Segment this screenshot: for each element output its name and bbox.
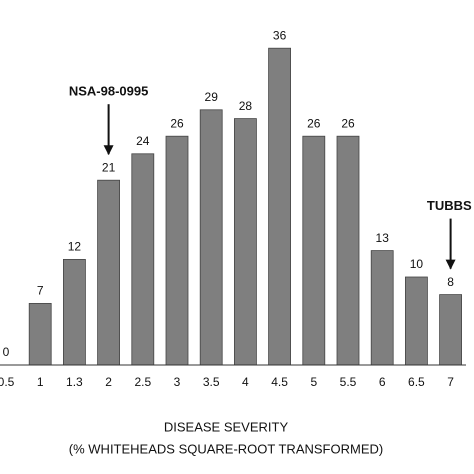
x-tick-label: 6: [379, 375, 386, 389]
bar: [370, 250, 394, 366]
bar: [302, 135, 326, 366]
value-label: 29: [205, 90, 219, 104]
value-label: 0: [3, 345, 10, 359]
x-axis-label: (% WHITEHEADS SQUARE-ROOT TRANSFORMED): [69, 441, 383, 456]
x-tick-label: 3: [174, 375, 181, 389]
annotation: TUBBS: [427, 198, 472, 213]
value-label: 7: [37, 284, 44, 298]
value-label: 26: [170, 116, 184, 130]
value-label: 24: [136, 134, 150, 148]
bar: [268, 47, 292, 366]
bar: [28, 302, 52, 366]
x-tick-label: 7: [447, 375, 454, 389]
x-tick-label: 0.5: [0, 375, 15, 389]
value-label: 10: [410, 257, 424, 271]
bar: [404, 276, 428, 366]
x-tick-label: 4: [242, 375, 249, 389]
bar: [336, 135, 360, 366]
x-tick-label: 6.5: [408, 375, 425, 389]
value-label: 26: [307, 116, 321, 130]
value-label: 13: [376, 231, 390, 245]
annotation: NSA-98-0995: [69, 84, 149, 99]
value-label: 36: [273, 28, 287, 42]
bar: [63, 258, 86, 366]
x-tick-label: 3.5: [203, 375, 220, 389]
x-tick-label: 5: [310, 375, 317, 389]
bar: [199, 109, 223, 366]
value-label: 12: [68, 240, 82, 254]
x-tick-label: 2: [105, 375, 112, 389]
bar: [131, 153, 155, 366]
x-tick-label: 2.5: [134, 375, 151, 389]
bar: [439, 294, 463, 366]
value-label: 28: [239, 99, 253, 113]
bar: [165, 135, 189, 366]
value-label: 8: [447, 275, 454, 289]
x-tick-label: 4.5: [271, 375, 288, 389]
bar: [233, 118, 257, 366]
value-label: 26: [341, 116, 355, 130]
x-tick-label: 5.5: [340, 375, 357, 389]
x-tick-label: 1: [37, 375, 44, 389]
value-label: 21: [102, 160, 116, 174]
x-tick-label: 1.3: [66, 375, 83, 389]
x-axis-label: DISEASE SEVERITY: [164, 419, 289, 434]
bar: [97, 179, 120, 366]
